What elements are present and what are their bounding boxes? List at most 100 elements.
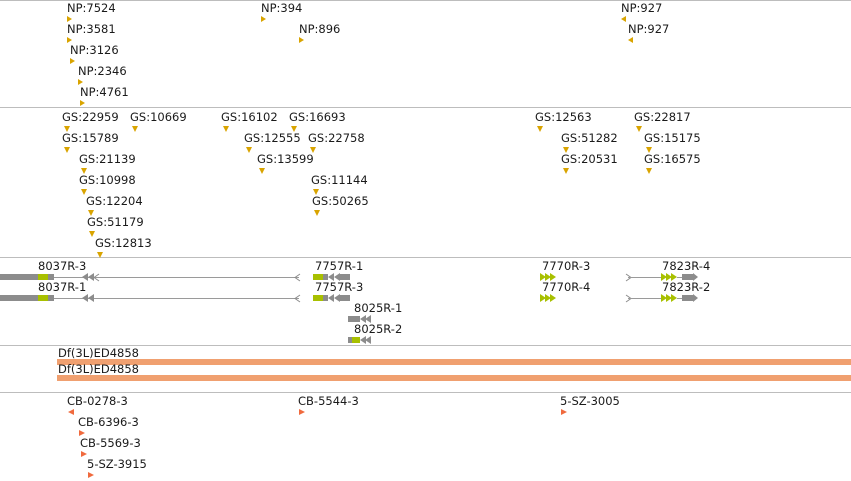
exon: [682, 274, 694, 280]
cb-marker-icon: [88, 472, 94, 478]
cb-label: 5-SZ-3005: [560, 394, 620, 408]
transcript-label: 7823R-4: [662, 259, 711, 273]
deficiency-feature[interactable]: Df(3L)ED4858: [57, 347, 851, 367]
transcript-label: 8037R-1: [38, 280, 87, 294]
gs-marker-icon: [646, 147, 652, 153]
gs-label: GS:16102: [221, 110, 278, 124]
strand-arrow-icon: [693, 294, 698, 302]
cb-label: CB-0278-3: [67, 394, 128, 408]
exon: [0, 295, 38, 301]
gs-label: GS:21139: [79, 152, 136, 166]
gs-marker-icon: [563, 168, 569, 174]
cds: [38, 295, 48, 301]
np-label: NP:3581: [67, 22, 116, 36]
gs-marker-icon: [259, 168, 265, 174]
np-marker-icon: [621, 16, 626, 22]
cb-marker-icon: [561, 409, 567, 415]
gs-marker-icon: [97, 252, 103, 258]
transcript-label: 8037R-3: [38, 259, 87, 273]
gs-insertion-track: GS:22959 GS:10669 GS:15789 GS:21139 GS:1…: [0, 107, 851, 258]
cds: [313, 295, 323, 301]
cb-marker-icon: [81, 451, 87, 457]
gs-marker-icon: [314, 210, 320, 216]
np-marker-icon: [67, 16, 72, 22]
gs-label: GS:12204: [86, 194, 143, 208]
gs-label: GS:12563: [535, 110, 592, 124]
np-label: NP:896: [299, 22, 341, 36]
cds: [38, 274, 48, 280]
exon: [340, 274, 350, 280]
exon: [0, 274, 38, 280]
intron: [677, 298, 683, 299]
np-label: NP:927: [628, 22, 670, 36]
exon: [348, 337, 352, 343]
np-marker-icon: [67, 37, 72, 43]
intron: [54, 277, 299, 278]
cb-insertion-track: CB-0278-3 CB-6396-3 CB-5569-3 5-SZ-3915 …: [0, 392, 851, 481]
strand-arrows-icon: [661, 273, 677, 281]
transcript[interactable]: 8037R-3: [0, 259, 301, 282]
transcript[interactable]: 8025R-2: [348, 323, 408, 344]
transcript-track: 8037R-3 8037R-1 7757R-1 7757R-3 8025R-1: [0, 257, 851, 345]
transcript[interactable]: 7770R-3: [540, 259, 610, 281]
gs-label: GS:51179: [87, 215, 144, 229]
exon: [682, 295, 694, 301]
gs-marker-icon: [563, 147, 569, 153]
exon: [340, 295, 350, 301]
transcript[interactable]: 7757R-1: [313, 260, 373, 281]
cb-marker-icon: [79, 430, 85, 436]
deficiency-feature[interactable]: Df(3L)ED4858: [57, 363, 851, 383]
np-label: NP:394: [261, 1, 303, 15]
cb-label: CB-5544-3: [298, 394, 359, 408]
gs-marker-icon: [81, 189, 87, 195]
exon: [48, 274, 54, 280]
strand-arrow-icon: [93, 273, 100, 282]
cb-marker-icon: [299, 409, 305, 415]
cb-label: CB-5569-3: [80, 436, 141, 450]
gs-label: GS:12813: [95, 236, 152, 250]
gs-label: GS:12555: [244, 131, 301, 145]
strand-arrows-icon: [328, 294, 340, 302]
gs-label: GS:15789: [62, 131, 119, 145]
transcript[interactable]: 7770R-4: [540, 281, 610, 302]
gs-label: GS:51282: [561, 131, 618, 145]
deficiency-bar: [57, 375, 851, 381]
gs-marker-icon: [64, 126, 70, 132]
gs-label: GS:22758: [308, 131, 365, 145]
strand-arrow-icon: [294, 294, 301, 303]
gs-label: GS:16693: [289, 110, 346, 124]
strand-arrows-icon: [360, 336, 371, 344]
transcript-label: 7770R-3: [542, 259, 591, 273]
strand-arrow-icon: [294, 273, 301, 282]
strand-arrows-icon: [661, 294, 677, 302]
gs-marker-icon: [64, 147, 70, 153]
np-marker-icon: [299, 37, 304, 43]
gs-marker-icon: [81, 168, 87, 174]
strand-arrows-icon: [82, 294, 94, 302]
cb-label: CB-6396-3: [78, 415, 139, 429]
gs-marker-icon: [646, 168, 652, 174]
strand-arrows-icon: [360, 315, 371, 323]
transcript[interactable]: 7757R-3: [313, 281, 373, 302]
cds: [352, 337, 360, 343]
gs-marker-icon: [537, 126, 543, 132]
transcript[interactable]: 8025R-1: [348, 302, 408, 323]
np-marker-icon: [628, 37, 633, 43]
np-label: NP:2346: [78, 64, 127, 78]
gs-marker-icon: [223, 126, 229, 132]
intron: [628, 277, 662, 278]
gs-marker-icon: [246, 147, 252, 153]
np-marker-icon: [78, 79, 83, 85]
gs-label: GS:50265: [312, 194, 369, 208]
strand-arrows-icon: [328, 273, 340, 281]
transcript[interactable]: 7823R-2: [624, 281, 724, 303]
track-separator-top: [0, 0, 851, 1]
transcript[interactable]: 8037R-1: [0, 280, 301, 303]
gs-marker-icon: [291, 126, 297, 132]
strand-arrows-icon: [82, 273, 94, 281]
gs-label: GS:22959: [62, 110, 119, 124]
transcript[interactable]: 7823R-4: [624, 259, 724, 282]
gs-label: GS:10998: [79, 173, 136, 187]
track-separator-df-cb: [0, 392, 851, 393]
exon: [48, 295, 54, 301]
